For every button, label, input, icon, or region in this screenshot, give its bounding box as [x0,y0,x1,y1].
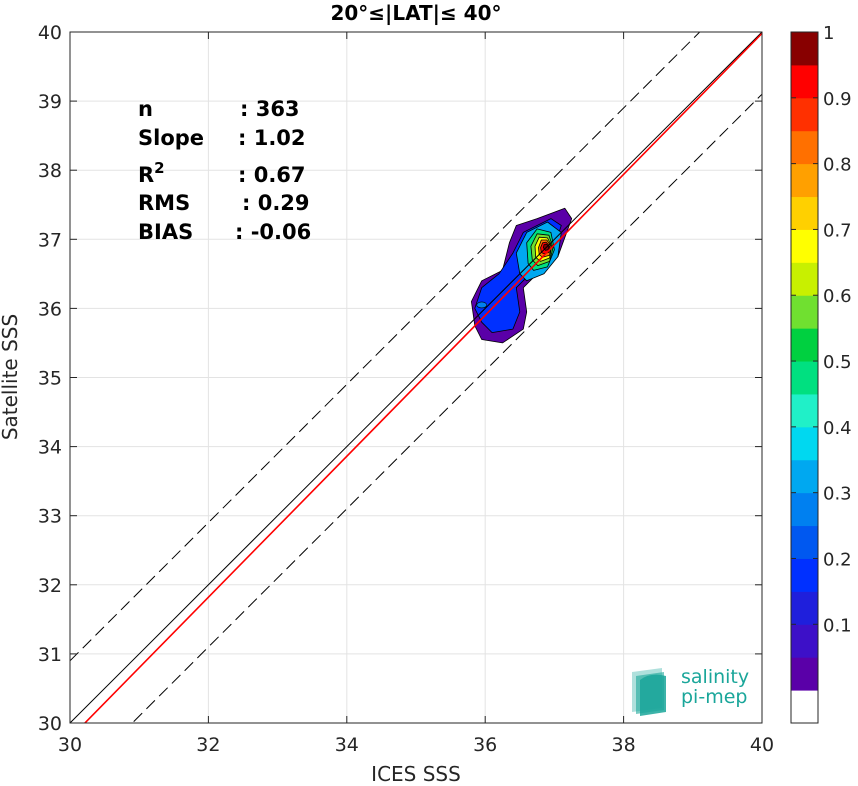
y-tick-label: 30 [38,713,62,735]
stat-label: n [138,97,153,121]
y-tick-label: 40 [38,22,62,44]
x-tick-label: 34 [335,734,359,756]
colorbar-swatch [791,459,818,494]
colorbar-swatch [791,426,818,461]
chart-title: 20°≤|LAT|≤ 40° [330,1,501,25]
colorbar-tick-label: 0.8 [823,155,852,176]
density-level-secondary [476,301,488,309]
logo-line1: salinity [681,666,749,688]
logo-wave-icon [632,668,666,716]
x-tick-label: 30 [58,734,82,756]
stat-row: R2 : 0.67 [138,159,306,187]
y-tick-label: 38 [38,160,62,182]
colorbar-swatch [791,196,818,230]
y-tick-label: 39 [38,91,62,113]
stat-value: : 0.29 [242,191,310,215]
colorbar: 0.1 0.2 0.3 0.4 0.5 0.6 0.7 0.8 0.9 1 [790,23,852,724]
colorbar-tick-label: 0.6 [823,286,852,307]
colorbar-swatch [791,262,818,296]
colorbar-swatch [791,32,818,66]
grid [69,31,763,724]
stat-label: R2 [138,159,165,187]
colorbar-swatch [791,328,818,362]
colorbar-swatch [791,97,818,132]
y-tick-label: 37 [38,229,62,251]
stat-row: Slope : 1.02 [138,126,306,150]
x-tick-label: 38 [612,734,636,756]
colorbar-swatch [791,657,818,691]
colorbar-tick-label: 0.5 [823,352,852,373]
colorbar-tick-label: 0.7 [823,220,852,241]
x-axis-label: ICES SSS [371,762,461,786]
y-tick-label: 34 [38,437,62,459]
regression-line [83,32,762,723]
colorbar-swatch [791,163,818,198]
stat-row: RMS : 0.29 [138,191,310,215]
x-tick-label: 40 [750,734,774,756]
y-tick-label: 35 [38,368,62,390]
colorbar-swatch [791,295,818,329]
one-to-one-line [70,32,762,723]
colorbar-swatch [791,492,818,527]
y-axis-label: Satellite SSS [0,314,22,440]
colorbar-swatch [791,393,818,428]
colorbar-swatch [791,361,818,395]
colorbar-tick-label: 0.9 [823,89,852,110]
colorbar-swatch [791,591,818,625]
stat-label: BIAS [138,220,193,244]
x-tick-label: 36 [473,734,497,756]
stat-label: RMS [138,191,190,215]
y-tick-label: 36 [38,298,62,320]
colorbar-swatch [791,229,818,263]
colorbar-frame [790,31,819,724]
colorbar-swatch [791,130,818,165]
y-tick-label: 32 [38,575,62,597]
stat-row: BIAS : -0.06 [138,220,311,244]
lower-bound-line [131,93,762,723]
upper-bound-line [70,32,701,662]
stat-value: : 363 [240,97,300,121]
colorbar-swatch [791,525,818,559]
colorbar-tick-label: 0.2 [823,549,852,570]
colorbar-tick-label: 0.3 [823,484,852,505]
stat-label: Slope [138,126,204,150]
y-tick-label: 33 [38,506,62,528]
statistics-box: n : 363 Slope : 1.02 R2 : 0.67 RMS : 0.29 BIAS : … [138,97,311,244]
x-tick-label: 32 [196,734,220,756]
colorbar-tick-label: 0.1 [823,615,852,636]
logo-line2: pi-mep [681,686,747,708]
colorbar-swatch [791,64,818,99]
colorbar-swatch [791,558,818,592]
stat-value: : 1.02 [238,126,306,150]
stat-value: : -0.06 [235,220,311,244]
colorbar-tick-label: 1 [823,23,834,44]
axis-ticks: 30 32 34 36 38 40 30 31 32 33 34 35 36 37 38 39 40 [38,22,774,756]
salinity-pi-mep-logo: salinity pi-mep [632,666,749,716]
colorbar-tick-label: 0.4 [823,418,852,439]
stat-value: : 0.67 [238,163,306,187]
reference-lines [70,32,762,723]
y-tick-label: 31 [38,644,62,666]
colorbar-swatch [791,624,818,658]
colorbar-swatch [791,690,818,724]
stat-row: n : 363 [138,97,300,121]
